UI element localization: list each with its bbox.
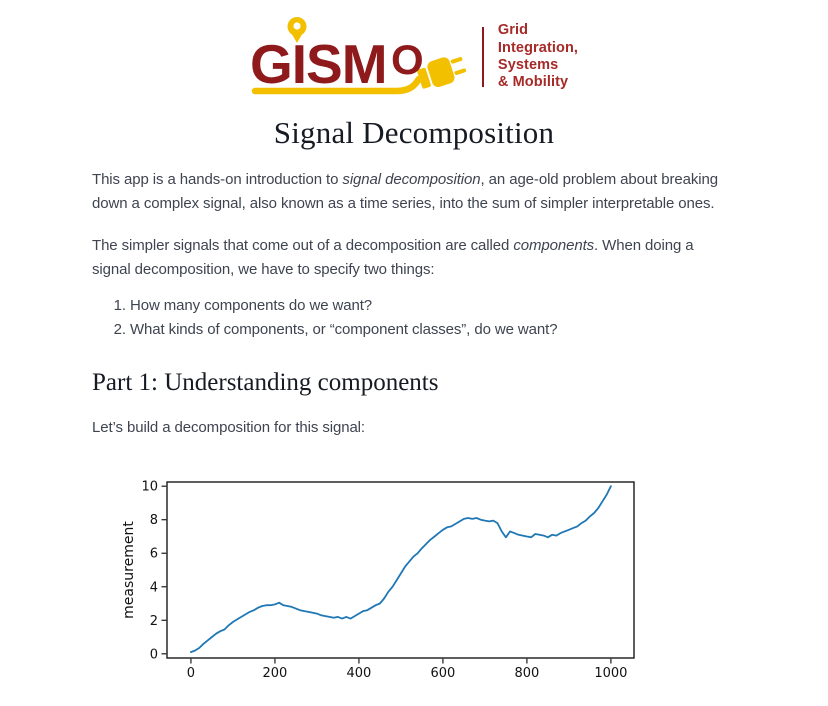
axis-tick-label: 10 [141,480,158,495]
power-cable-icon [251,75,423,95]
axis-tick-label: 2 [150,614,158,629]
wordmark-o: O [391,36,424,83]
tagline-line: Grid [497,22,529,39]
part1-lead: Let’s build a decomposition for this sig… [92,419,365,437]
power-plug-icon [417,57,466,89]
y-axis-label: measurement [121,521,137,619]
signal-line [190,485,612,654]
gismo-logo: GISM O Grid Integration, Systems & Mobil… [92,13,736,101]
app-page: GISM O Grid Integration, Systems & Mobil… [92,0,736,706]
axis-tick-label: 800 [514,666,539,681]
tagline-line: Systems [497,57,559,73]
axis-tick-label: 400 [347,666,372,681]
axis-tick-label: 0 [187,666,195,681]
list-item: How many components do we want? [130,294,736,318]
p2-text-after: . When doing a signal decomposition, we … [92,236,694,278]
axis-tick-label: 1000 [594,666,627,681]
axis-tick-label: 4 [150,581,158,596]
p1-text-after: , an age-old problem about breaking down… [92,171,719,213]
signal-chart-svg: 0 200 400 600 800 1000 0 2 4 6 8 10 measurement [121,480,635,681]
p2-text: The simpler signals that come out of a d… [92,236,514,254]
part1-heading: Part 1: Understanding components [92,369,439,397]
axis-tick-label: 8 [150,514,158,529]
decomposition-questions-list: How many components do we want? What kin… [92,294,736,342]
tagline-line: Integration, [497,39,579,56]
p2-emphasis: components [513,236,595,254]
gismo-wordmark: GISM O [250,17,466,95]
p1-text: This app is a hands-on introduction to [92,171,343,188]
tagline-line: & Mobility [497,74,569,91]
logo-tagline: Grid Integration, Systems & Mobility [498,22,578,92]
intro-paragraph-2: The simpler signals that come out of a d… [92,234,736,283]
axis-tick-label: 6 [150,547,158,562]
intro-paragraph-1: This app is a hands-on introduction to s… [92,168,736,217]
logo-divider [481,27,484,87]
location-pin-icon [287,17,307,43]
list-item: What kinds of components, or “component … [130,318,736,342]
wordmark-gism: GISM [250,33,387,95]
axis-tick-label: 200 [263,666,288,681]
signal-chart: 0 200 400 600 800 1000 0 2 4 6 8 10 measurement [119,460,736,706]
axis-tick-label: 600 [431,666,456,681]
page-title: Signal Decomposition [273,115,555,150]
axis-tick-label: 0 [150,648,158,663]
p1-emphasis: signal decomposition [342,171,481,188]
